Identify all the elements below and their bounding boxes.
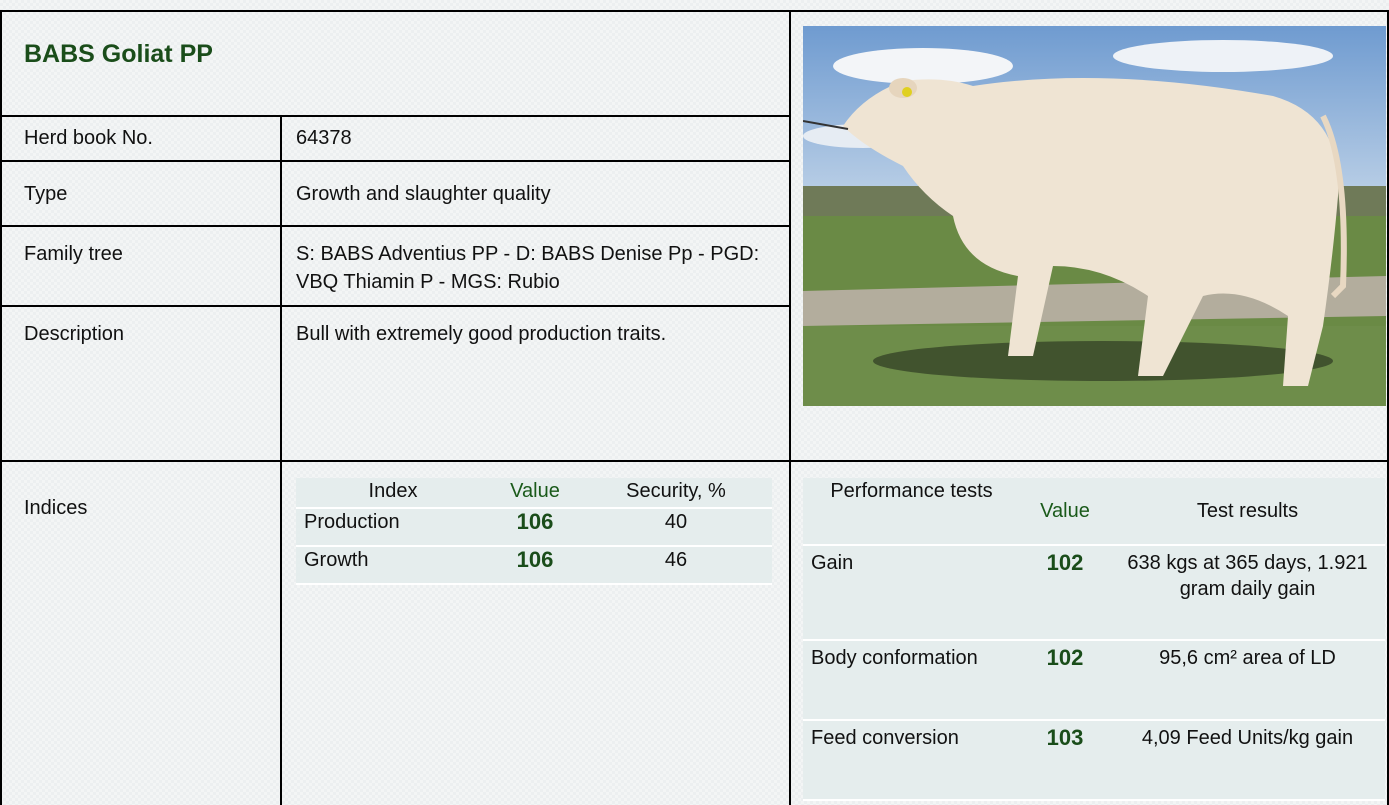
header-cell: Value (490, 478, 580, 509)
indices-label: Indices (24, 497, 88, 519)
detail-value: Bull with extremely good production trai… (296, 323, 667, 345)
bull-photo (803, 26, 1386, 406)
border (0, 160, 790, 162)
detail-value: S: BABS Adventius PP - D: BABS Denise Pp… (296, 243, 760, 293)
detail-label: Description (24, 323, 125, 345)
header-cell: Index (296, 478, 490, 509)
detail-label: Herd book No. (24, 127, 153, 149)
title: BABS Goliat PP (24, 40, 213, 68)
border (789, 10, 791, 805)
performance-cell: Gain (803, 545, 1020, 641)
header-cell: Value (1020, 478, 1110, 546)
performance-row: Feed conversion 103 4,09 Feed Units/kg gai… (803, 720, 1385, 801)
index-cell: 106 (490, 546, 580, 585)
performance-row: Gain 102 638 kgs at 365 days, 1.921 gram d… (803, 545, 1385, 641)
performance-cell: 638 kgs at 365 days, 1.921 gram daily ga… (1110, 545, 1385, 641)
index-cell: Growth (296, 546, 490, 585)
header-row: Performance tests Value Test results (803, 478, 1385, 546)
border (0, 115, 790, 117)
index-cell: 46 (580, 546, 772, 585)
performance-cell: Body conformation (803, 640, 1020, 721)
header-cell: Performance tests (803, 478, 1020, 546)
border (0, 225, 790, 227)
header-row: Index Value Security, % (296, 478, 772, 509)
performance-table: Performance tests Value Test results Gain 10… (803, 478, 1385, 801)
detail-value: 64378 (296, 127, 352, 149)
indices-table: Index Value Security, % Production 106 40 Grow… (296, 478, 772, 585)
border (0, 10, 1389, 12)
index-cell: 40 (580, 508, 772, 547)
detail-label: Type (24, 183, 68, 205)
performance-row: Body conformation 102 95,6 cm² area of LD (803, 640, 1385, 721)
performance-cell: 102 (1020, 545, 1110, 641)
detail-value: Growth and slaughter quality (296, 183, 551, 205)
detail-label: Family tree (24, 243, 123, 265)
header-cell: Test results (1110, 478, 1385, 546)
index-row: Growth 106 46 (296, 546, 772, 585)
performance-cell: 95,6 cm² area of LD (1110, 640, 1385, 721)
performance-cell: 4,09 Feed Units/kg gain (1110, 720, 1385, 801)
index-cell: Production (296, 508, 490, 547)
border (0, 10, 2, 805)
performance-cell: 102 (1020, 640, 1110, 721)
header-cell: Security, % (580, 478, 772, 509)
performance-cell: 103 (1020, 720, 1110, 801)
border (1387, 10, 1389, 805)
performance-cell: Feed conversion (803, 720, 1020, 801)
border (0, 460, 1389, 462)
index-cell: 106 (490, 508, 580, 547)
border (0, 305, 790, 307)
index-row: Production 106 40 (296, 508, 772, 547)
